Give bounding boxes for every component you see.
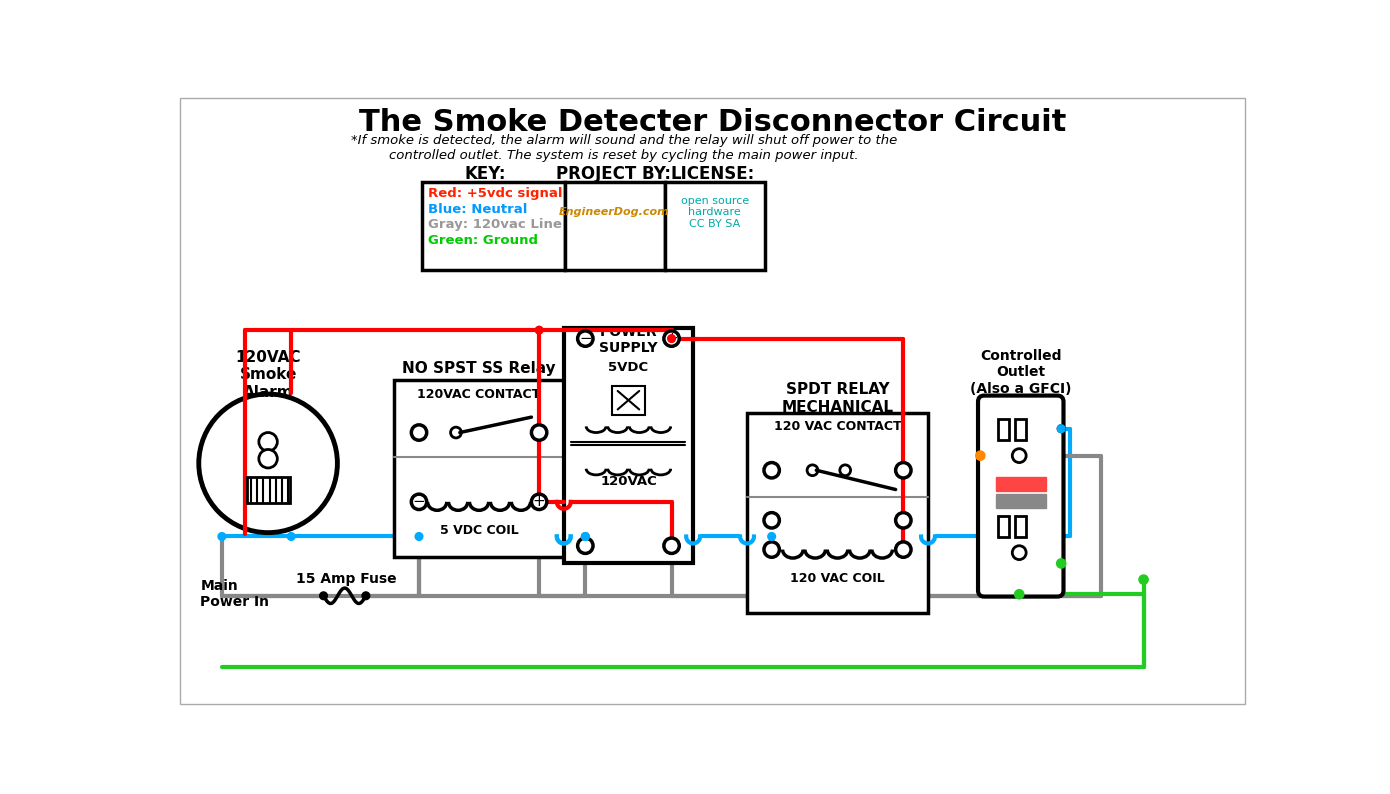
Text: POWER
SUPPLY: POWER SUPPLY <box>599 325 657 355</box>
Text: PROJECT BY:: PROJECT BY: <box>556 165 671 183</box>
Circle shape <box>1056 559 1066 568</box>
FancyBboxPatch shape <box>423 182 564 270</box>
Circle shape <box>664 331 680 346</box>
Text: +: + <box>532 495 545 509</box>
FancyBboxPatch shape <box>1015 418 1026 440</box>
Text: open source
hardware
CC BY SA: open source hardware CC BY SA <box>681 195 749 229</box>
Circle shape <box>531 425 546 440</box>
Text: 15 Amp Fuse: 15 Amp Fuse <box>296 572 398 586</box>
Circle shape <box>664 538 680 553</box>
Circle shape <box>895 542 910 557</box>
Text: 120VAC CONTACT: 120VAC CONTACT <box>417 387 541 400</box>
Circle shape <box>259 449 278 468</box>
FancyBboxPatch shape <box>246 477 289 503</box>
Text: KEY:: KEY: <box>464 165 506 183</box>
Circle shape <box>895 463 910 478</box>
Circle shape <box>578 538 594 553</box>
Text: NO SPST SS Relay: NO SPST SS Relay <box>402 361 556 376</box>
Circle shape <box>765 542 780 557</box>
Text: *If smoke is detected, the alarm will sound and the relay will shut off power to: *If smoke is detected, the alarm will so… <box>350 133 897 162</box>
Text: Red: +5vdc signal: Red: +5vdc signal <box>428 187 563 200</box>
Text: Green: Ground: Green: Ground <box>428 233 538 247</box>
FancyBboxPatch shape <box>998 418 1009 440</box>
Text: LICENSE:: LICENSE: <box>670 165 755 183</box>
Circle shape <box>667 335 676 342</box>
Circle shape <box>581 533 589 541</box>
Text: The Smoke Detecter Disconnector Circuit: The Smoke Detecter Disconnector Circuit <box>359 108 1066 137</box>
Circle shape <box>320 592 328 599</box>
FancyBboxPatch shape <box>664 182 764 270</box>
FancyBboxPatch shape <box>979 395 1063 596</box>
Circle shape <box>218 533 225 541</box>
Circle shape <box>1012 449 1026 463</box>
Circle shape <box>765 463 780 478</box>
FancyBboxPatch shape <box>995 477 1045 491</box>
Text: Blue: Neutral: Blue: Neutral <box>428 202 528 216</box>
FancyBboxPatch shape <box>1015 515 1026 538</box>
Circle shape <box>450 427 461 438</box>
Circle shape <box>808 464 817 476</box>
Text: +: + <box>666 331 678 346</box>
Circle shape <box>416 533 423 541</box>
Circle shape <box>581 533 589 541</box>
Text: Main
Power In: Main Power In <box>200 579 270 609</box>
Text: EngineerDog.com: EngineerDog.com <box>559 207 670 218</box>
Text: Controlled
Outlet
(Also a GFCI): Controlled Outlet (Also a GFCI) <box>970 349 1072 395</box>
Circle shape <box>288 533 295 541</box>
Circle shape <box>411 494 427 510</box>
Circle shape <box>1058 425 1065 433</box>
Circle shape <box>767 533 776 541</box>
Text: 5 VDC COIL: 5 VDC COIL <box>439 524 518 537</box>
FancyBboxPatch shape <box>995 494 1045 508</box>
Circle shape <box>578 331 594 346</box>
Circle shape <box>1058 425 1065 433</box>
FancyBboxPatch shape <box>612 386 645 414</box>
Circle shape <box>259 433 278 451</box>
Circle shape <box>1012 545 1026 560</box>
Text: 120 VAC COIL: 120 VAC COIL <box>790 572 885 584</box>
Text: 120VAC: 120VAC <box>600 476 657 488</box>
Circle shape <box>1138 575 1148 584</box>
FancyBboxPatch shape <box>746 413 929 613</box>
Circle shape <box>361 592 370 599</box>
Circle shape <box>199 394 338 533</box>
Text: −: − <box>413 495 425 509</box>
Circle shape <box>765 513 780 528</box>
Text: 120VAC
Smoke
Alarm: 120VAC Smoke Alarm <box>235 350 300 399</box>
Circle shape <box>411 425 427 440</box>
FancyBboxPatch shape <box>395 380 564 557</box>
Text: 120 VAC CONTACT: 120 VAC CONTACT <box>774 420 901 433</box>
Text: SPDT RELAY
MECHANICAL: SPDT RELAY MECHANICAL <box>781 383 894 414</box>
Text: 5VDC: 5VDC <box>609 361 649 374</box>
Circle shape <box>535 326 543 334</box>
Text: Gray: 120vac Line: Gray: 120vac Line <box>428 218 562 231</box>
FancyBboxPatch shape <box>998 515 1009 538</box>
Circle shape <box>1015 590 1024 599</box>
Text: −: − <box>580 331 592 346</box>
FancyBboxPatch shape <box>564 182 664 270</box>
FancyBboxPatch shape <box>564 328 694 563</box>
Circle shape <box>840 464 851 476</box>
Circle shape <box>531 494 546 510</box>
Circle shape <box>895 513 910 528</box>
Circle shape <box>976 451 986 461</box>
